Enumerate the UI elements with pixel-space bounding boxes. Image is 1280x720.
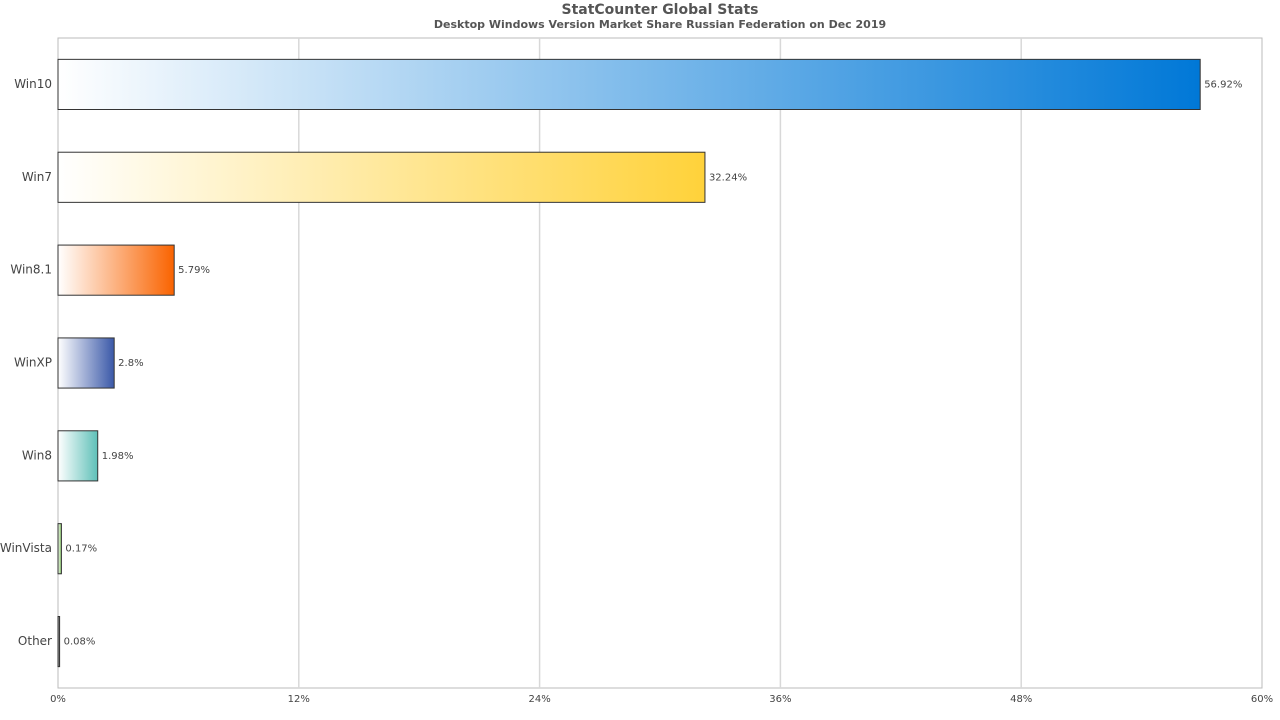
bar bbox=[57, 430, 99, 482]
value-label: 1.98% bbox=[102, 451, 134, 462]
x-tick-label: 48% bbox=[1010, 694, 1032, 705]
value-label: 32.24% bbox=[709, 172, 747, 183]
bar bbox=[57, 523, 62, 575]
value-label: 56.92% bbox=[1204, 79, 1242, 90]
y-tick-label: Other bbox=[18, 634, 52, 648]
chart-subtitle: Desktop Windows Version Market Share Rus… bbox=[434, 18, 886, 31]
bar bbox=[57, 337, 115, 389]
bar bbox=[57, 244, 175, 296]
value-label: 5.79% bbox=[178, 265, 210, 276]
bar bbox=[57, 616, 61, 668]
x-tick-label: 36% bbox=[769, 694, 791, 705]
y-tick-label: Win8.1 bbox=[10, 263, 52, 277]
x-tick-label: 0% bbox=[50, 694, 66, 705]
bar bbox=[57, 151, 706, 203]
x-tick-label: 60% bbox=[1251, 694, 1273, 705]
chart-title: StatCounter Global Stats bbox=[561, 2, 758, 18]
x-tick-label: 24% bbox=[528, 694, 550, 705]
value-label: 0.08% bbox=[64, 637, 96, 648]
y-tick-label: Win8 bbox=[22, 448, 52, 462]
y-tick-label: WinXP bbox=[14, 356, 52, 370]
value-label: 0.17% bbox=[65, 544, 97, 555]
y-tick-label: Win10 bbox=[14, 77, 52, 91]
x-tick-label: 12% bbox=[288, 694, 310, 705]
y-tick-label: Win7 bbox=[22, 170, 52, 184]
bar bbox=[57, 58, 1201, 110]
value-label: 2.8% bbox=[118, 358, 143, 369]
y-tick-label: WinVista bbox=[0, 541, 52, 555]
plot-frame bbox=[57, 37, 1263, 689]
